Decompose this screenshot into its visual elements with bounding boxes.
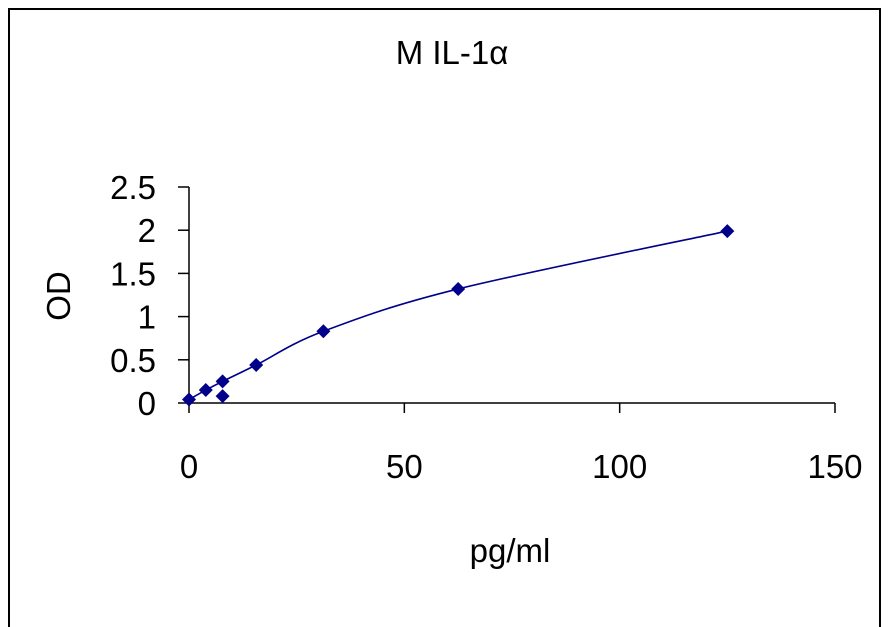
x-tick-label: 0 [180,448,198,485]
x-tick-label: 100 [592,448,647,485]
data-point-marker [720,224,735,239]
series-layer [182,224,735,407]
y-axis-title: OD [40,271,77,321]
x-tick-label: 50 [386,448,423,485]
y-tick-label: 2.5 [110,169,156,206]
data-point-marker [215,374,230,389]
chart-border [8,8,881,627]
y-tick-label: 2 [138,212,156,249]
y-tick-label: 0 [138,385,156,422]
x-axis: 0 50 100 150 [180,402,863,485]
y-tick-label: 1 [138,299,156,336]
data-point-marker [451,281,466,296]
data-point-marker [198,383,213,398]
data-point-marker [182,392,196,407]
y-axis: 0 0.5 1 1.5 2 2.5 [110,169,190,422]
y-tick-label: 1.5 [110,255,156,292]
data-point-marker [316,324,331,339]
y-tick-label: 0.5 [110,342,156,379]
x-tick-label: 150 [807,448,862,485]
data-point-marker [249,357,264,372]
x-axis-title: pg/ml [470,532,551,569]
trend-curve [188,230,728,401]
chart-title: M IL-1α [396,34,509,71]
data-point-marker [215,389,230,404]
